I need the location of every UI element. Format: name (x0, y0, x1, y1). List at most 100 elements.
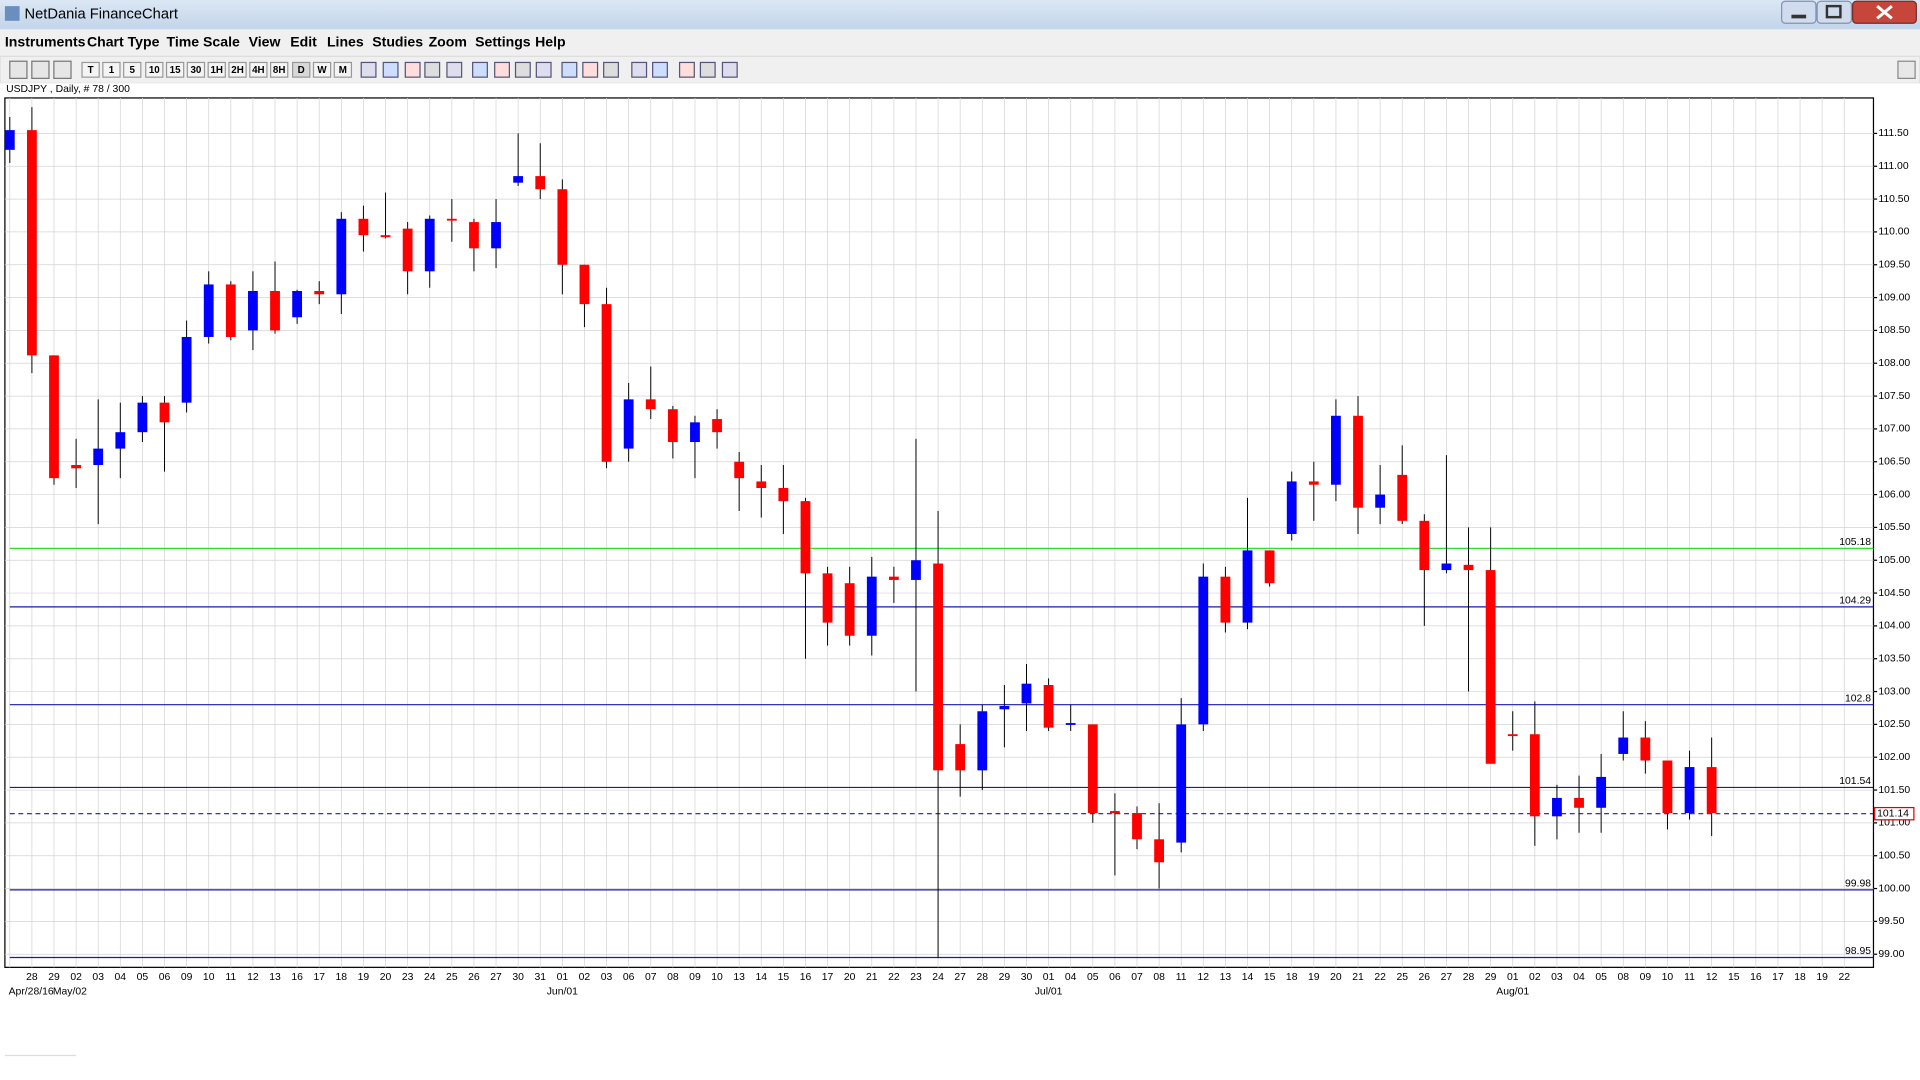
candle-body (1353, 415, 1363, 508)
timeframe-button[interactable] (123, 61, 142, 78)
timeframe-button[interactable] (145, 61, 164, 78)
y-tick-label: 100.50 (1878, 850, 1910, 861)
tool-icon[interactable] (446, 61, 463, 78)
tool-icon[interactable] (699, 61, 716, 78)
timeframe-label: 4H (252, 65, 265, 76)
tool-icon[interactable] (31, 60, 50, 79)
candle-body (1662, 760, 1673, 814)
menu-item[interactable]: View (249, 34, 281, 50)
tool-icon[interactable] (652, 61, 668, 78)
timeframe-button[interactable] (270, 61, 289, 78)
tool-icon[interactable] (494, 61, 510, 78)
candle-body (1419, 520, 1430, 571)
tool-icon[interactable] (678, 61, 695, 78)
candle-body (1529, 734, 1540, 817)
tool-icon[interactable] (603, 61, 619, 78)
timeframe-button[interactable] (165, 61, 185, 78)
candle-body (1397, 474, 1408, 521)
y-tick-label: 107.00 (1878, 424, 1910, 435)
menu-item[interactable]: Help (535, 34, 566, 50)
menu-item[interactable]: Time Scale (167, 34, 240, 50)
y-tick-label: 109.50 (1878, 259, 1910, 270)
tool-icon[interactable] (53, 60, 72, 79)
candle-body (1021, 683, 1032, 704)
tool-icon[interactable] (424, 61, 441, 78)
tool-icon[interactable] (382, 61, 399, 78)
timeframe-button[interactable] (207, 61, 226, 78)
x-tick-label: 07 (1131, 972, 1143, 983)
timeframe-button[interactable] (333, 61, 353, 78)
menu-item[interactable]: Studies (372, 34, 423, 50)
candle-body (424, 218, 435, 272)
tool-icon[interactable] (360, 61, 377, 78)
level-label: 99.98 (1845, 878, 1871, 889)
x-tick-label: 04 (1065, 972, 1077, 983)
timeframe-button[interactable] (81, 61, 100, 78)
tool-icon[interactable] (404, 61, 421, 78)
x-tick-label: 20 (844, 972, 856, 983)
level-label: 98.95 (1845, 946, 1871, 957)
menu-item[interactable]: Edit (290, 34, 317, 50)
x-tick-label: 05 (1087, 972, 1099, 983)
timeframe-button[interactable] (102, 61, 121, 78)
x-tick-label: 20 (1330, 972, 1342, 983)
app-icon (4, 6, 20, 21)
menu-item[interactable]: Lines (327, 34, 364, 50)
chart-info: USDJPY , Daily, # 78 / 300 (6, 84, 130, 95)
minimize-button[interactable] (1781, 0, 1817, 24)
tool-icon[interactable] (9, 60, 28, 79)
timeframe-button[interactable] (292, 61, 311, 78)
tool-icon[interactable] (472, 61, 488, 78)
menu-item[interactable]: Settings (475, 34, 531, 50)
x-tick-label: 25 (446, 972, 458, 983)
period-label: Aug/01 (1496, 987, 1529, 998)
timeframe-button[interactable] (186, 61, 206, 78)
menu-item[interactable]: Instruments (5, 34, 86, 50)
timeframe-button[interactable] (249, 61, 268, 78)
candle-body (977, 711, 988, 771)
panel-button[interactable] (1897, 60, 1916, 79)
candle-body (1264, 550, 1275, 584)
menu-item[interactable]: Chart Type (87, 34, 160, 50)
tool-icon[interactable] (721, 61, 738, 78)
y-tick-label: 106.50 (1878, 456, 1910, 467)
candle-body (1684, 767, 1695, 814)
candle-body (203, 284, 214, 337)
x-tick-label: 04 (1573, 972, 1585, 983)
candle-body (955, 744, 966, 771)
candle-body (844, 583, 855, 636)
period-label: Apr/28/16 (9, 987, 54, 998)
x-tick-label: 26 (468, 972, 480, 983)
candle-body (888, 576, 899, 580)
candle-body (159, 402, 170, 423)
timeframe-button[interactable] (228, 61, 247, 78)
candle-body (181, 336, 192, 403)
candle-body (513, 176, 524, 183)
x-tick-label: 08 (1617, 972, 1629, 983)
tool-icon[interactable] (561, 61, 578, 78)
level-label: 104.29 (1839, 595, 1871, 606)
y-tick-label: 105.00 (1878, 555, 1910, 566)
candle-body (1706, 767, 1717, 814)
x-tick-label: 09 (689, 972, 701, 983)
level-label: 105.18 (1839, 537, 1871, 548)
timeframe-button[interactable] (312, 61, 332, 78)
tool-icon[interactable] (535, 61, 552, 78)
timeframe-label: 1H (210, 65, 223, 76)
menu-item[interactable]: Zoom (429, 34, 467, 50)
x-tick-label: 02 (579, 972, 591, 983)
candle-body (1375, 494, 1386, 508)
y-tick-label: 110.00 (1878, 227, 1909, 238)
tool-icon[interactable] (582, 61, 599, 78)
x-tick-label: 18 (336, 972, 348, 983)
x-tick-label: 19 (358, 972, 370, 983)
x-tick-label: 28 (1463, 972, 1475, 983)
timeframe-label: 1 (109, 65, 115, 76)
maximize-button[interactable] (1816, 0, 1853, 24)
tool-icon[interactable] (514, 61, 531, 78)
tool-icon[interactable] (631, 61, 648, 78)
timeframe-label: 15 (170, 65, 181, 76)
minimize-icon (1791, 14, 1807, 19)
candle-body (270, 291, 280, 331)
timeframe-label: 30 (190, 65, 201, 76)
